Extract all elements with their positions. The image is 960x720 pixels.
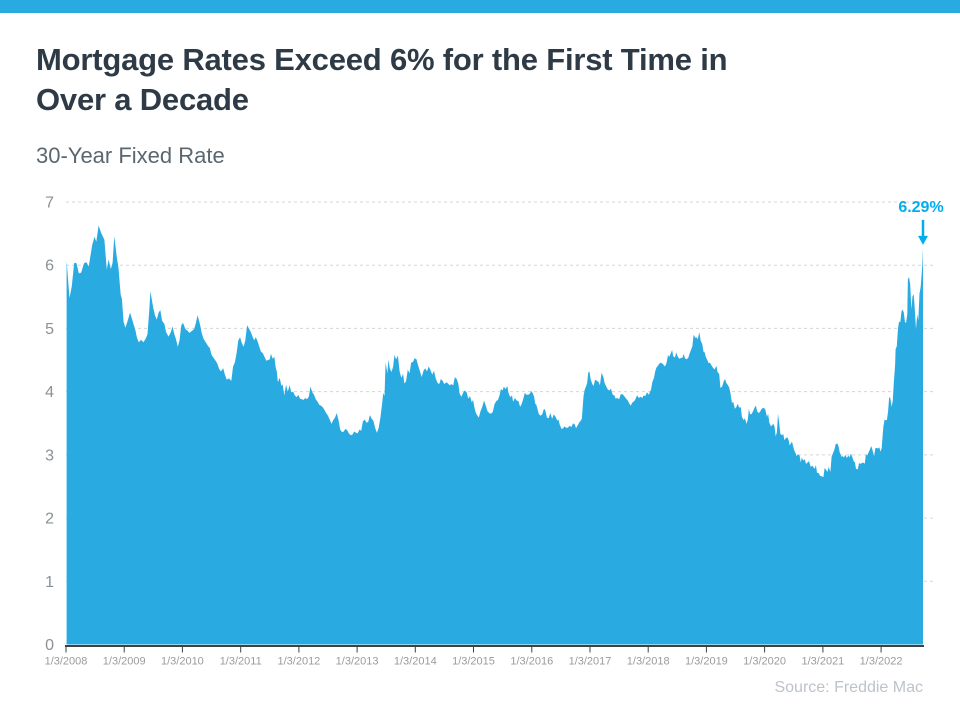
- y-axis-label-5: 5: [45, 321, 54, 338]
- chart-subtitle: 30-Year Fixed Rate: [36, 143, 225, 168]
- y-axis-label-6: 6: [45, 258, 54, 275]
- x-axis-label-1/3/2011: 1/3/2011: [220, 656, 262, 668]
- x-axis-label-1/3/2022: 1/3/2022: [860, 656, 903, 668]
- annotation-label: 6.29%: [898, 199, 944, 216]
- rate-area-series: [66, 225, 924, 645]
- x-axis-label-1/3/2012: 1/3/2012: [277, 656, 320, 668]
- x-axis-label-1/3/2020: 1/3/2020: [743, 656, 786, 668]
- x-axis-label-1/3/2021: 1/3/2021: [801, 656, 844, 668]
- page-title: Mortgage Rates Exceed 6% for the First T…: [36, 40, 728, 120]
- x-axis-label-1/3/2016: 1/3/2016: [510, 656, 553, 668]
- x-axis-label-1/3/2018: 1/3/2018: [627, 656, 670, 668]
- x-axis-label-1/3/2014: 1/3/2014: [394, 656, 437, 668]
- top-accent-bar: [0, 0, 960, 13]
- x-axis-label-1/3/2015: 1/3/2015: [452, 656, 495, 668]
- y-axis-label-7: 7: [45, 195, 54, 212]
- source-credit: Source: Freddie Mac: [774, 679, 923, 696]
- annotation-arrow-head: [918, 235, 928, 245]
- x-axis-label-1/3/2017: 1/3/2017: [569, 656, 612, 668]
- title-line-1: Mortgage Rates Exceed 6% for the First T…: [36, 42, 728, 77]
- y-axis-label-0: 0: [45, 637, 54, 654]
- x-axis-label-1/3/2009: 1/3/2009: [103, 656, 146, 668]
- x-axis-label-1/3/2019: 1/3/2019: [685, 656, 728, 668]
- y-axis-label-3: 3: [45, 447, 54, 464]
- x-axis-label-1/3/2008: 1/3/2008: [45, 656, 88, 668]
- y-axis-label-2: 2: [45, 511, 54, 528]
- x-axis-label-1/3/2010: 1/3/2010: [161, 656, 204, 668]
- y-axis-label-4: 4: [45, 384, 54, 401]
- x-axis-label-1/3/2013: 1/3/2013: [336, 656, 379, 668]
- y-axis-label-1: 1: [45, 574, 54, 591]
- title-line-2: Over a Decade: [36, 82, 249, 117]
